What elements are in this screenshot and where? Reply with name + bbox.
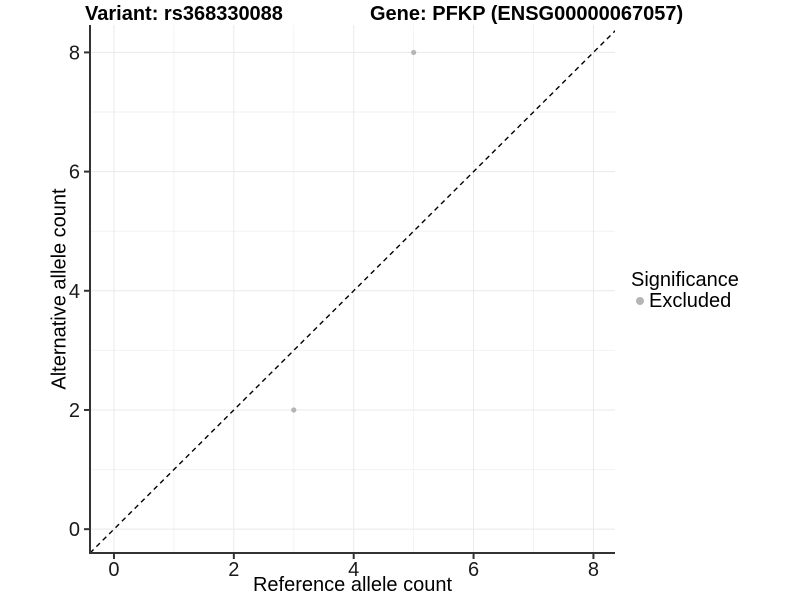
y-tick-label: 6: [69, 162, 80, 184]
x-tick-label: 0: [108, 559, 119, 581]
legend-entry-label: Excluded: [649, 290, 732, 312]
identity-line: [90, 29, 615, 553]
legend-title: Significance: [631, 269, 739, 291]
x-tick-label: 4: [348, 559, 359, 581]
legend-entry-excluded: Excluded: [631, 291, 739, 311]
data-point: [291, 407, 297, 413]
x-tick-label: 8: [588, 559, 599, 581]
y-tick-label: 8: [69, 42, 80, 64]
y-axis-label: Alternative allele count: [48, 188, 71, 390]
x-tick-label: 2: [228, 559, 239, 581]
plot-title-gene: Gene: PFKP (ENSG00000067057): [370, 3, 684, 25]
y-tick-label: 2: [69, 400, 80, 422]
legend-key-dot: [636, 297, 644, 305]
plot-title-variant: Variant: rs368330088: [85, 3, 283, 25]
data-point: [411, 49, 417, 56]
y-tick-label: 4: [69, 281, 80, 303]
x-tick-label: 6: [468, 559, 479, 581]
x-axis-label: Reference allele count: [252, 574, 452, 596]
legend: Significance Excluded: [631, 269, 739, 311]
y-tick-label: 0: [69, 519, 80, 541]
